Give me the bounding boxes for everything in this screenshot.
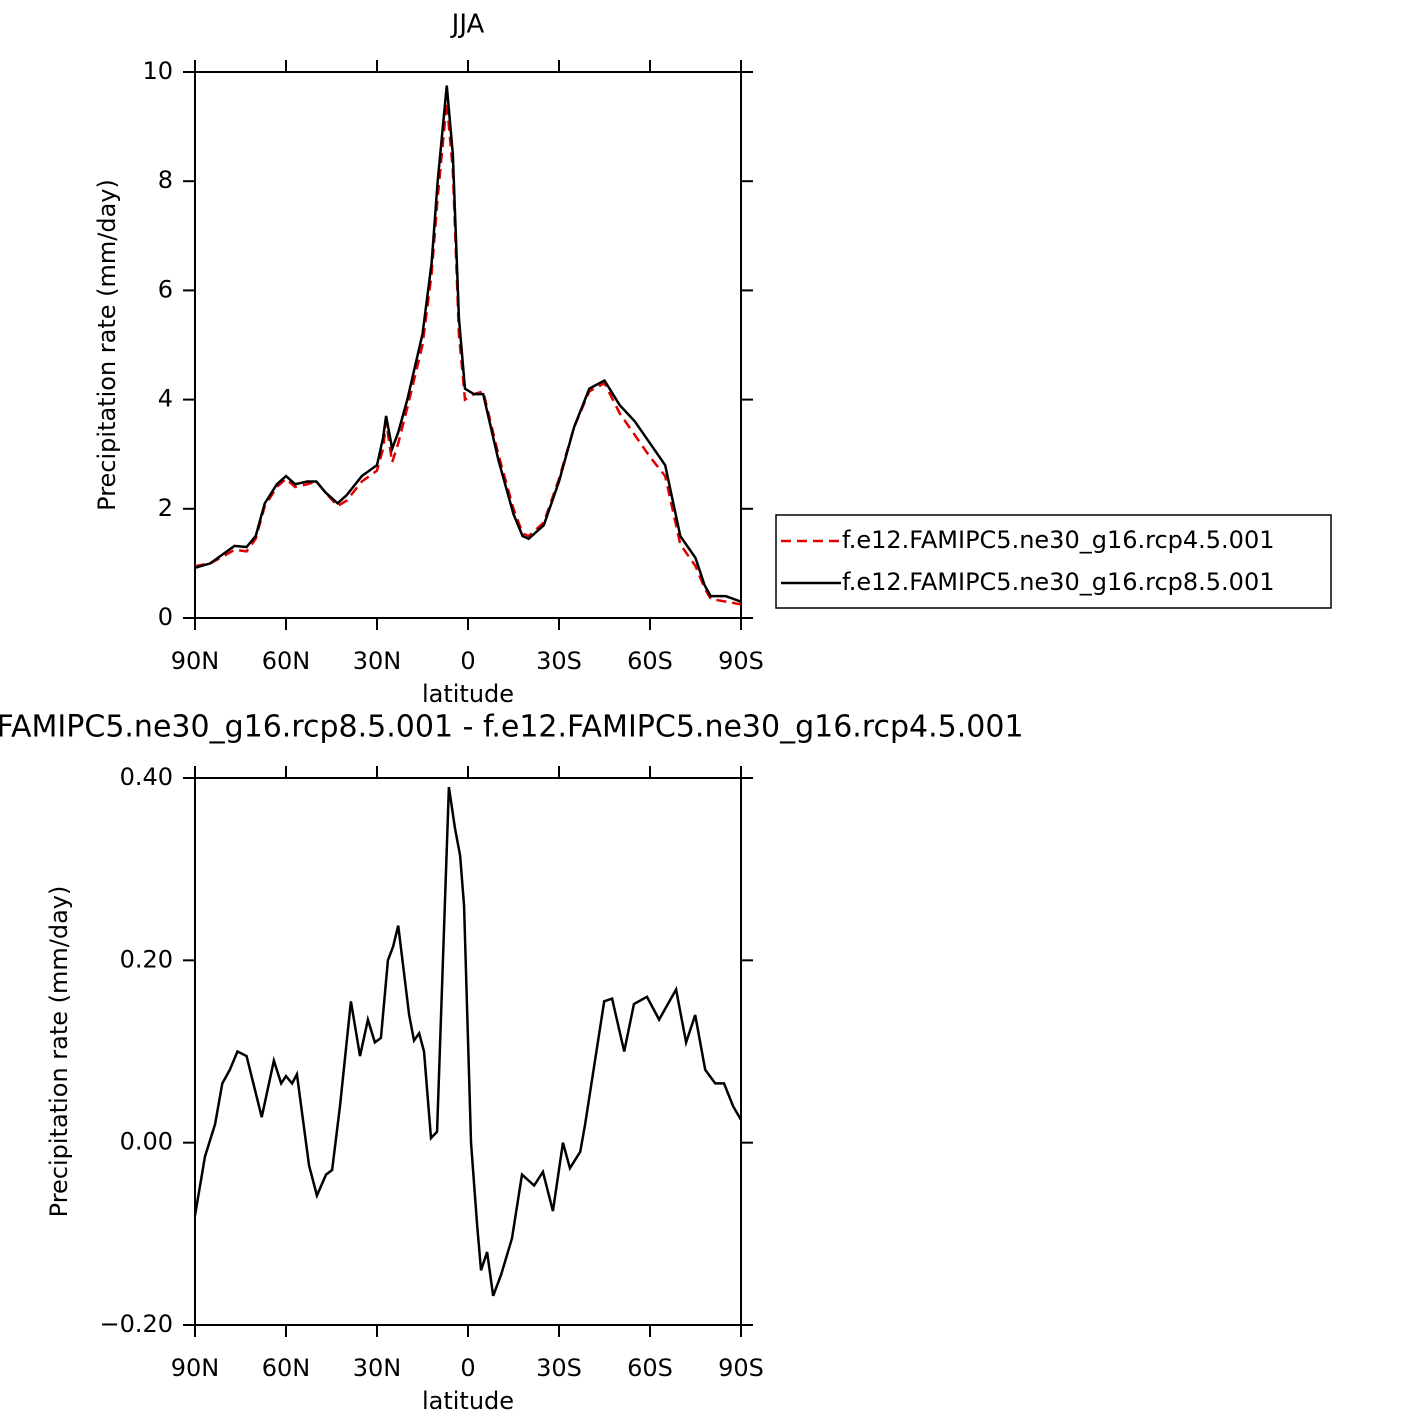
y-axis-label: Precipitation rate (mm/day) bbox=[45, 886, 73, 1218]
chart-title: JJA bbox=[450, 10, 485, 40]
x-tick-label: 0 bbox=[460, 1354, 475, 1382]
x-tick-label: 60S bbox=[627, 647, 673, 675]
x-tick-label: 60N bbox=[262, 647, 311, 675]
x-tick-label: 60S bbox=[627, 1354, 673, 1382]
y-tick-label: 10 bbox=[142, 57, 173, 85]
x-tick-label: 30S bbox=[536, 1354, 582, 1382]
y-axis-label: Precipitation rate (mm/day) bbox=[93, 179, 121, 511]
y-tick-label: 0 bbox=[158, 603, 173, 631]
x-tick-label: 0 bbox=[460, 647, 475, 675]
x-tick-label: 30N bbox=[353, 647, 402, 675]
y-tick-label: 6 bbox=[158, 275, 173, 303]
legend-label: f.e12.FAMIPC5.ne30_g16.rcp4.5.001 bbox=[842, 526, 1275, 554]
x-axis-label: latitude bbox=[422, 1387, 514, 1415]
y-tick-label: 2 bbox=[158, 494, 173, 522]
y-tick-label: 4 bbox=[158, 385, 173, 413]
x-axis-label: latitude bbox=[422, 680, 514, 708]
x-tick-label: 90N bbox=[171, 647, 220, 675]
chart-title: f.e12.FAMIPC5.ne30_g16.rcp8.5.001 - f.e1… bbox=[0, 710, 1024, 745]
x-tick-label: 90S bbox=[718, 1354, 764, 1382]
data-line bbox=[194, 101, 742, 606]
x-tick-label: 30S bbox=[536, 647, 582, 675]
plot-frame bbox=[194, 71, 742, 619]
data-line bbox=[193, 786, 743, 1297]
y-tick-label: 0.20 bbox=[120, 945, 173, 973]
y-tick-label: 0.40 bbox=[120, 763, 173, 791]
y-tick-label: 0.00 bbox=[120, 1128, 173, 1156]
x-tick-label: 30N bbox=[353, 1354, 402, 1382]
data-line bbox=[194, 85, 742, 603]
legend-label: f.e12.FAMIPC5.ne30_g16.rcp8.5.001 bbox=[842, 568, 1275, 596]
x-tick-label: 60N bbox=[262, 1354, 311, 1382]
x-tick-label: 90S bbox=[718, 647, 764, 675]
y-tick-label: 8 bbox=[158, 166, 173, 194]
x-tick-label: 90N bbox=[171, 1354, 220, 1382]
y-tick-label: −0.20 bbox=[99, 1310, 173, 1338]
legend-box bbox=[775, 514, 1332, 609]
